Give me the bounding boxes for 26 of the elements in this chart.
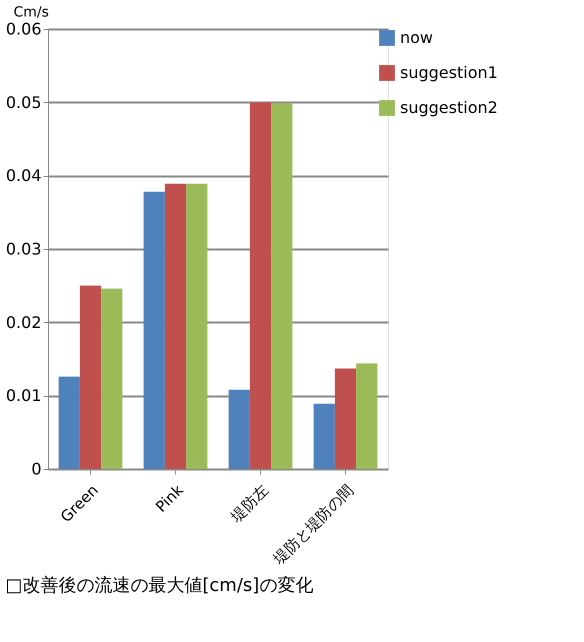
- y-tick-label: 0.02: [6, 312, 42, 332]
- bar: [314, 404, 335, 469]
- bar: [250, 102, 272, 469]
- y-tick-label: 0.06: [6, 20, 42, 38]
- x-tick-label: 堤防と堤防の間: [269, 481, 357, 569]
- x-tick-label: 堤防左: [226, 481, 272, 526]
- y-tick-label: 0.04: [6, 166, 42, 186]
- legend-label: now: [400, 28, 434, 47]
- bar: [80, 286, 102, 469]
- bar: [186, 184, 208, 469]
- text: □改善後の流速の最大値[cm/s]の変化: [5, 574, 314, 596]
- y-tick-label: 0.01: [6, 386, 42, 406]
- bar: [58, 376, 80, 469]
- y-axis-title: Cm/s: [14, 4, 49, 20]
- legend-label: suggestion1: [400, 63, 498, 82]
- y-tick-label: 0.05: [6, 92, 42, 112]
- bar: [228, 390, 250, 469]
- bar: [144, 192, 165, 469]
- bar: [334, 368, 356, 469]
- y-tick-label: 0: [31, 460, 42, 478]
- bar: [164, 184, 186, 469]
- bar: [101, 288, 122, 469]
- bar: [271, 103, 292, 469]
- y-tick-label: 0.03: [6, 240, 42, 258]
- bar: [356, 363, 378, 469]
- legend-label: suggestion2: [400, 98, 498, 117]
